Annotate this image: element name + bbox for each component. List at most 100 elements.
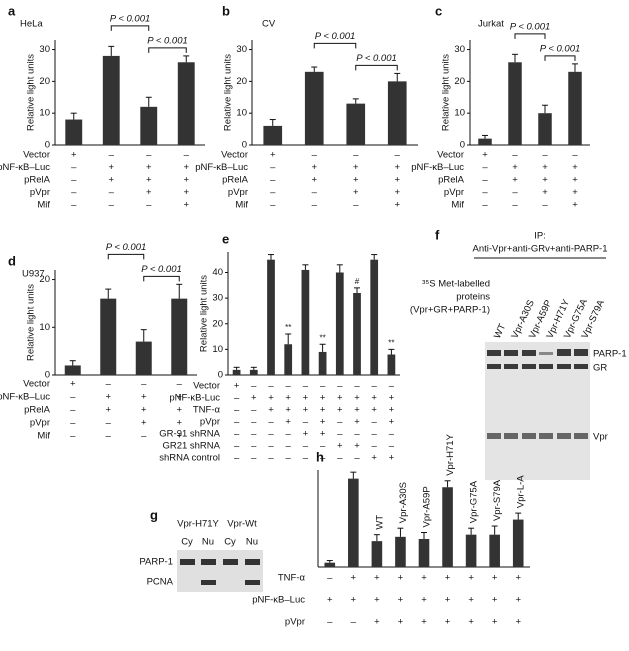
- condition-label: pRelA: [24, 175, 51, 186]
- condition-sign: –: [286, 381, 292, 392]
- condition-sign: –: [354, 381, 360, 392]
- bar: [418, 538, 430, 567]
- bracket: [110, 25, 150, 31]
- condition-sign: +: [492, 617, 498, 628]
- condition-label: Mif: [235, 200, 248, 211]
- bar: [346, 103, 366, 145]
- y-tick-label: 30: [454, 44, 465, 55]
- condition-sign: +: [394, 162, 400, 173]
- condition-sign: –: [268, 381, 274, 392]
- condition-sign: +: [285, 417, 291, 428]
- condition-sign: –: [337, 429, 343, 440]
- condition-sign: –: [70, 405, 76, 416]
- y-tick-label: 20: [212, 318, 223, 329]
- bands: [487, 349, 588, 439]
- y-tick-label: 30: [236, 44, 247, 55]
- panel-letter: c: [435, 3, 442, 18]
- condition-sign: –: [251, 453, 257, 464]
- band-label: PARP-1: [593, 349, 627, 360]
- cell-line: U937: [22, 269, 45, 280]
- condition-sign: –: [286, 453, 292, 464]
- condition-label: pVpr: [30, 187, 50, 198]
- bar: [284, 344, 293, 375]
- condition-sign: –: [106, 431, 112, 442]
- condition-sign: –: [351, 617, 357, 628]
- condition-sign: +: [183, 187, 189, 198]
- p-value: P < 0.001: [315, 31, 356, 42]
- condition-sign: –: [395, 150, 401, 161]
- condition-sign: +: [482, 150, 488, 161]
- condition-sign: +: [337, 441, 343, 452]
- condition-label: Mif: [451, 200, 464, 211]
- condition-label: Mif: [37, 431, 50, 442]
- bar: [395, 536, 406, 567]
- condition-sign: +: [108, 175, 114, 186]
- condition-sign: –: [109, 200, 115, 211]
- condition-sign: –: [234, 417, 240, 428]
- panel-letter: b: [222, 3, 230, 18]
- condition-sign: +: [421, 595, 427, 606]
- condition-sign: +: [398, 617, 404, 628]
- condition-sign: +: [327, 595, 333, 606]
- condition-sign: –: [270, 200, 276, 211]
- y-tick-label: 30: [212, 293, 223, 304]
- y-tick-label: 20: [236, 76, 247, 87]
- band-label: PCNA: [147, 577, 174, 588]
- condition-sign: +: [353, 187, 359, 198]
- y-tick-label: 10: [454, 108, 465, 119]
- condition-label: pNF-κB–Luc: [411, 162, 464, 173]
- y-tick-label: 20: [454, 76, 465, 87]
- condition-sign: –: [286, 441, 292, 452]
- condition-sign: +: [389, 405, 395, 416]
- condition-sign: +: [512, 162, 518, 173]
- bar: [64, 365, 81, 375]
- condition-sign: +: [572, 175, 578, 186]
- condition-label: pNF-κB–Luc: [195, 162, 248, 173]
- bar: [387, 354, 396, 375]
- condition-sign: +: [374, 617, 380, 628]
- bracket: [143, 275, 180, 282]
- condition-sign: –: [234, 441, 240, 452]
- lane-label: Cy: [224, 537, 236, 548]
- bracket: [148, 47, 187, 53]
- lane-label: Nu: [246, 537, 258, 548]
- bar: [508, 62, 522, 145]
- condition-sign: –: [146, 150, 152, 161]
- condition-label: pRelA: [438, 175, 465, 186]
- y-tick-label: 30: [39, 44, 50, 55]
- condition-sign: +: [108, 162, 114, 173]
- p-value: P < 0.001: [141, 264, 182, 275]
- bar: [371, 541, 383, 567]
- condition-sign: –: [70, 431, 76, 442]
- bar: [318, 351, 327, 375]
- condition-sign: +: [394, 187, 400, 198]
- group-label: Vpr-H71Y: [177, 519, 219, 530]
- condition-sign: +: [320, 405, 326, 416]
- condition-sign: –: [337, 417, 343, 428]
- condition-sign: –: [320, 453, 326, 464]
- condition-sign: –: [542, 150, 548, 161]
- condition-sign: +: [468, 595, 474, 606]
- bands: [180, 559, 260, 585]
- cell-line: CV: [262, 19, 276, 30]
- bar: [171, 298, 188, 375]
- condition-sign: +: [542, 175, 548, 186]
- y-tick-label: 0: [45, 370, 50, 381]
- significance: **: [388, 338, 394, 347]
- condition-sign: –: [327, 617, 333, 628]
- condition-sign: +: [141, 405, 147, 416]
- condition-sign: –: [146, 200, 152, 211]
- condition-label: Vector: [221, 150, 248, 161]
- y-axis-label: Relative light units: [223, 54, 234, 131]
- condition-label: shRNA control: [159, 453, 220, 464]
- bar-label: WT: [374, 515, 385, 530]
- condition-sign: –: [372, 441, 378, 452]
- condition-sign: +: [303, 429, 309, 440]
- condition-label: Vector: [23, 150, 50, 161]
- bar: [249, 369, 258, 375]
- bar-label: Vpr-S79A: [492, 479, 503, 521]
- condition-sign: +: [183, 162, 189, 173]
- bar: [538, 113, 552, 145]
- y-tick-label: 10: [236, 108, 247, 119]
- condition-sign: +: [354, 417, 360, 428]
